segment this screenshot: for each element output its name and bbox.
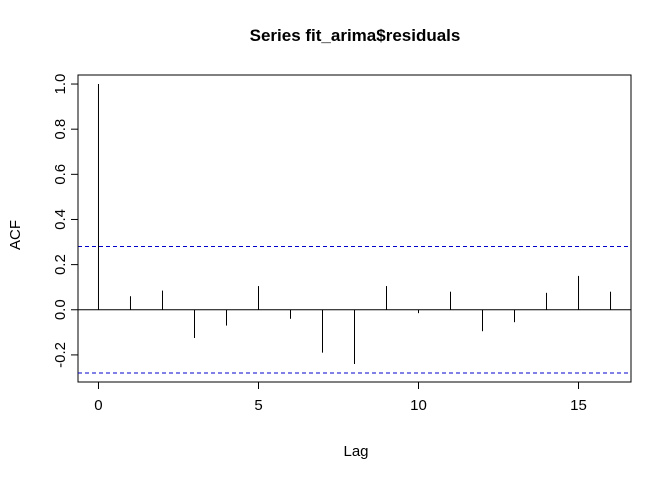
x-axis-label: Lag [343,443,368,460]
x-tick-label-0: 0 [94,397,102,414]
y-tick-label-0.0: 0.0 [52,299,69,320]
y-tick-label-0.2: 0.2 [52,254,69,275]
y-tick-label-0.6: 0.6 [52,164,69,185]
y-axis-label: ACF [7,220,24,250]
x-tick-label-15: 15 [570,397,587,414]
chart-title: Series fit_arima$residuals [250,26,461,45]
x-tick-label-5: 5 [254,397,262,414]
y-tick-label-0.8: 0.8 [52,119,69,140]
plot-area: 0 5 10 15 -0.2 0.0 0.2 0.4 0.6 0.8 1.0 [52,74,631,414]
y-tick-label-0.4: 0.4 [52,209,69,230]
y-tick-label--0.2: -0.2 [52,342,69,368]
x-tick-label-10: 10 [410,397,427,414]
y-tick-label-1.0: 1.0 [52,74,69,95]
